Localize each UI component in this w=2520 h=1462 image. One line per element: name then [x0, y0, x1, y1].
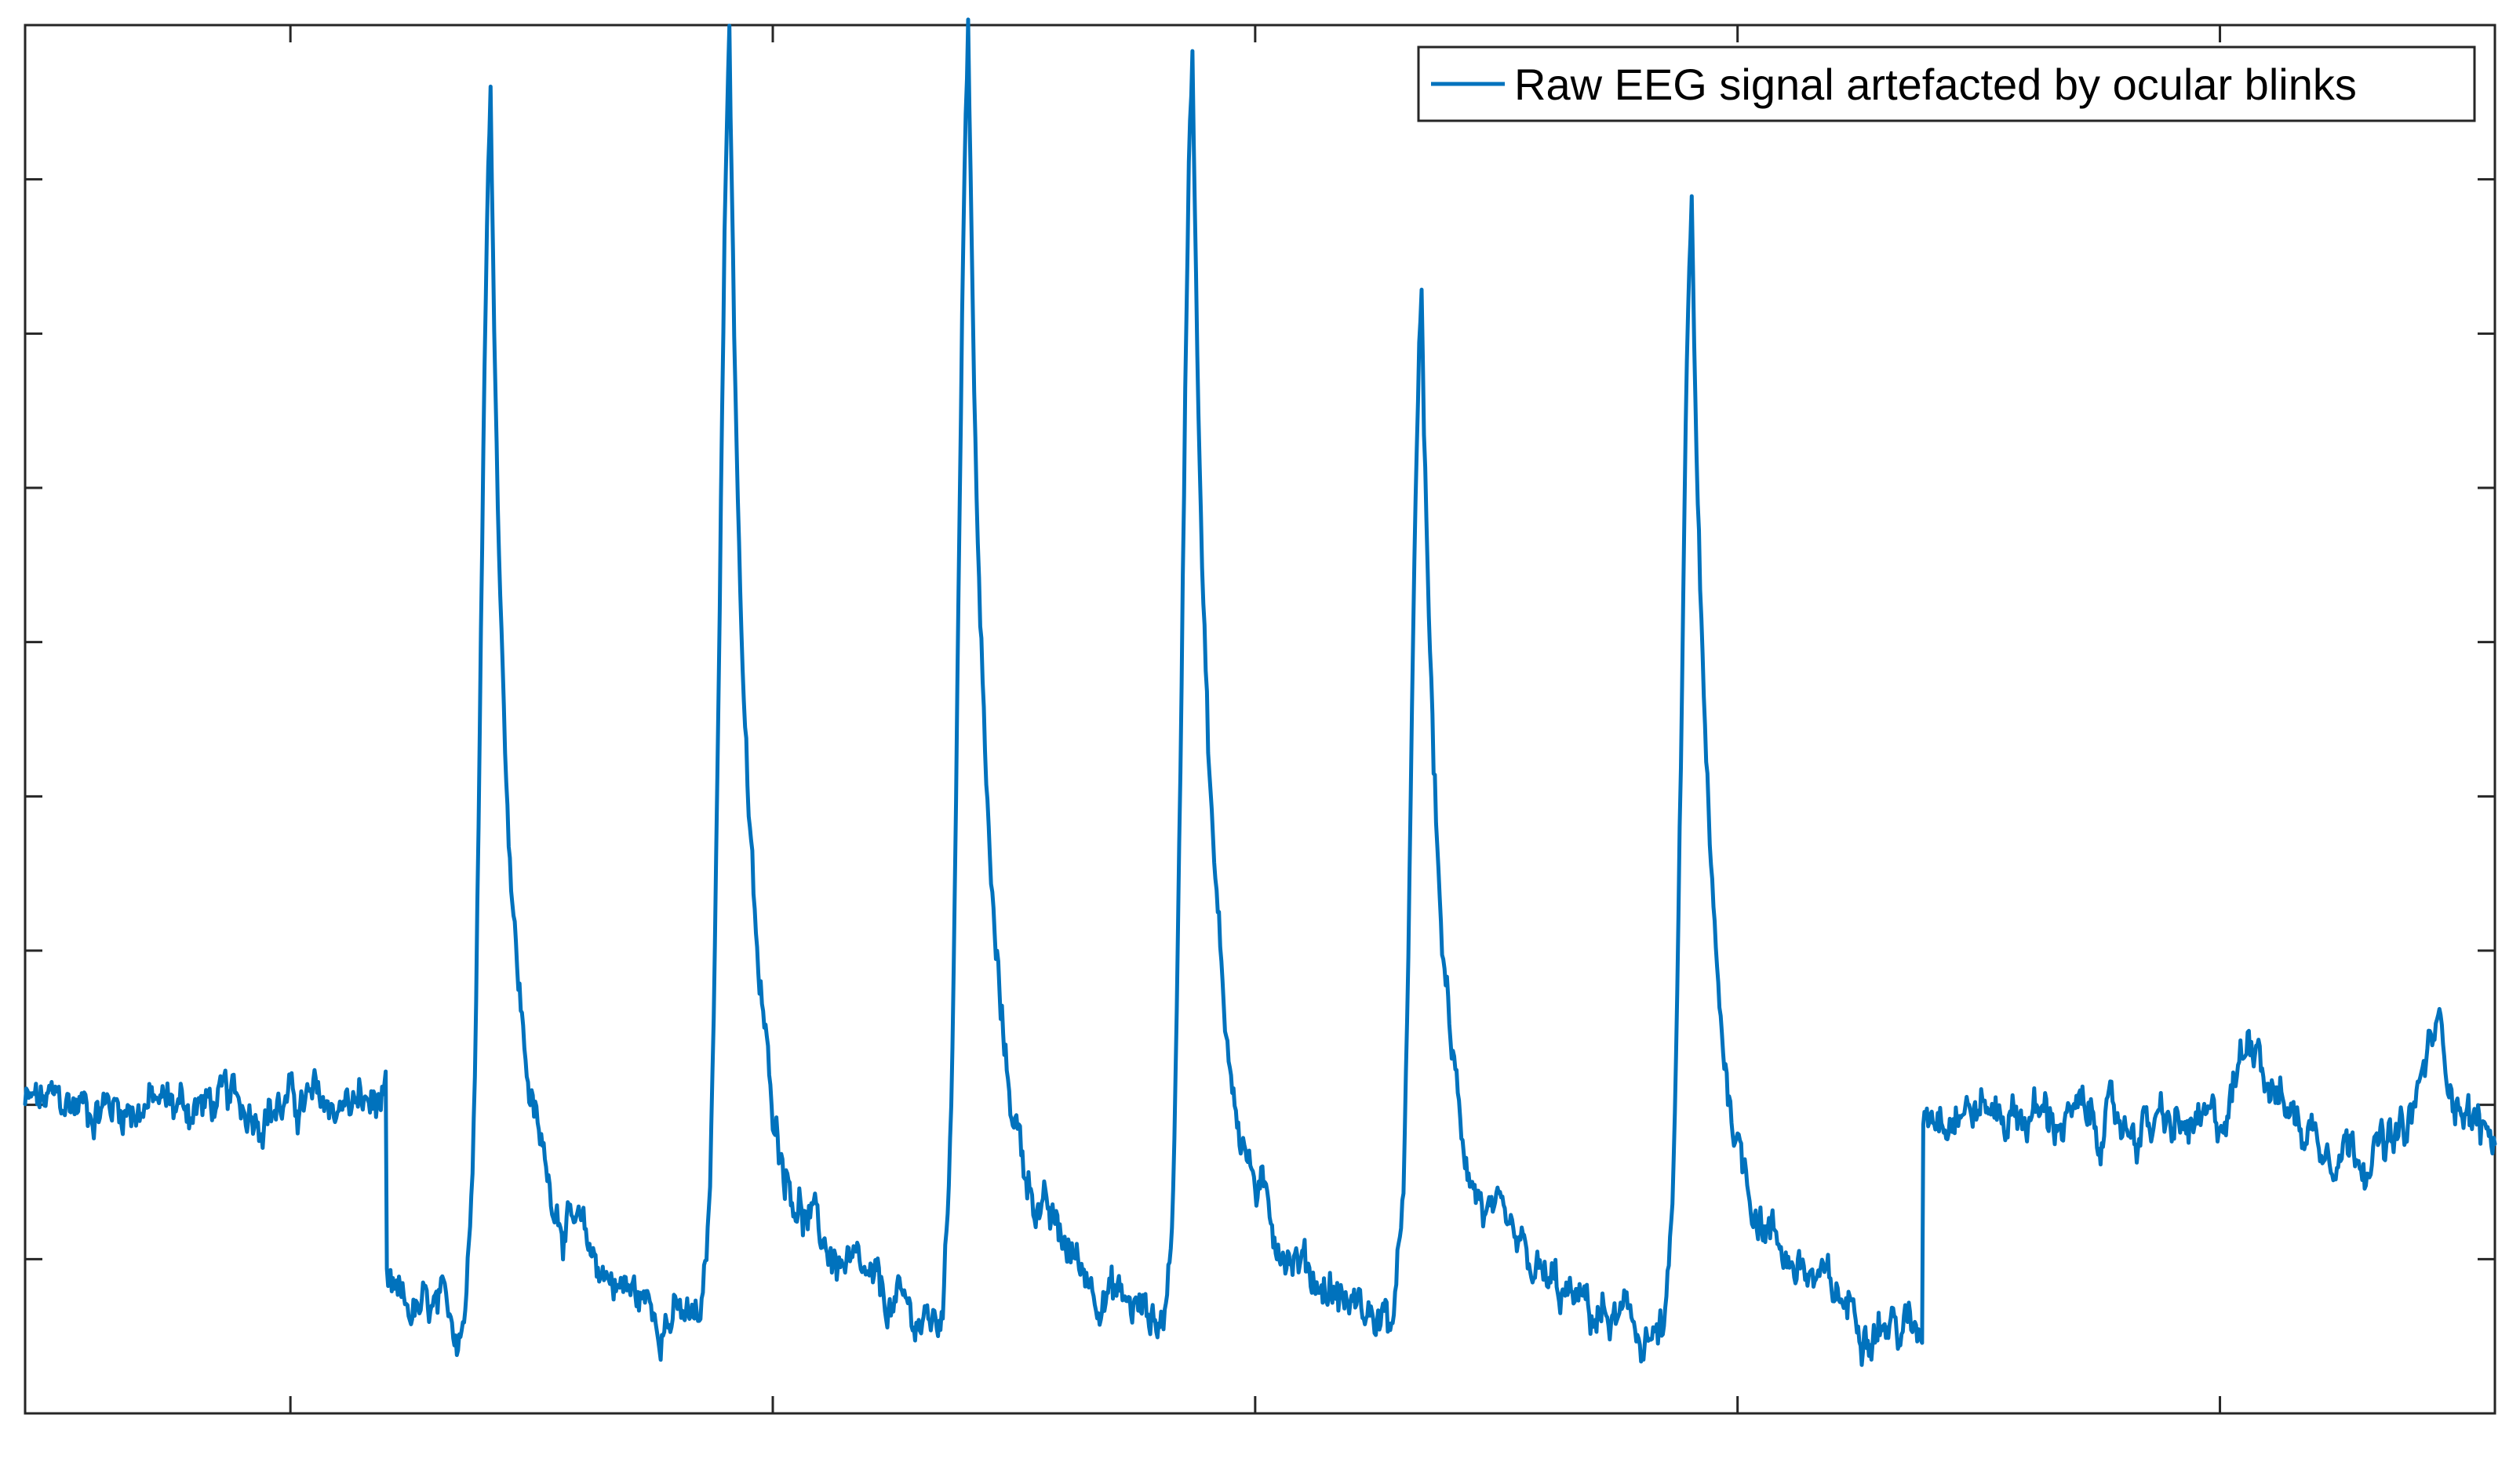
- eeg-signal-line: [23, 17, 2497, 1367]
- plot-area: [23, 17, 2497, 1367]
- axis-ticks: [25, 25, 2495, 1415]
- axes-frame: [24, 24, 2496, 1415]
- axes-box: [24, 24, 2496, 1415]
- legend-entry-label: Raw EEG signal artefacted by ocular blin…: [1514, 60, 2357, 109]
- legend-box: [1417, 45, 2476, 122]
- legend: Raw EEG signal artefacted by ocular blin…: [1417, 45, 2476, 122]
